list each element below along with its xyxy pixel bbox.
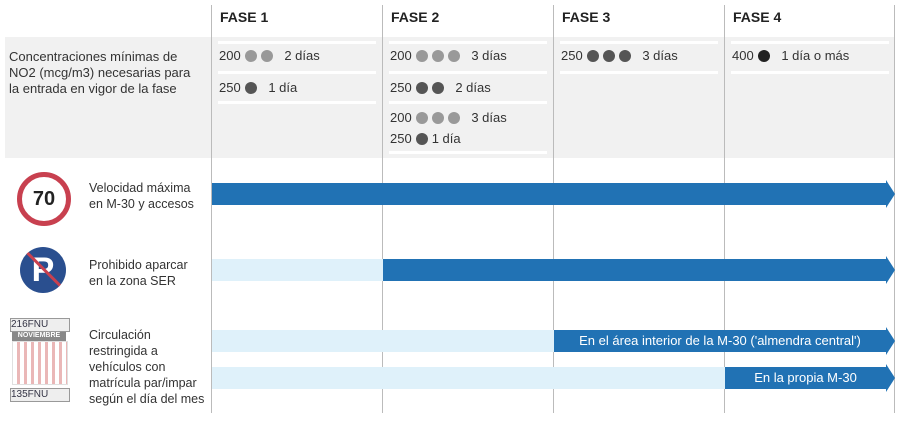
threshold-f1a: 200 2 días [219, 48, 320, 63]
parking-label: Prohibido aparcar en la zona SER [89, 258, 188, 288]
phase-2-header: FASE 2 [391, 9, 440, 25]
traffic-bar-m30: En la propia M-30 [725, 364, 895, 392]
no-parking-icon: P [20, 247, 66, 293]
divider [382, 5, 383, 413]
threshold-f2a: 200 3 días [390, 48, 507, 63]
threshold-f2c: 200 3 días [390, 110, 507, 125]
divider [894, 5, 895, 413]
divider [211, 5, 212, 413]
threshold-f4a: 400 1 día o más [732, 48, 850, 63]
parking-bar [383, 256, 895, 284]
traffic-label: Circulación restringida a vehículos con … [89, 328, 205, 406]
traffic-bar-central: En el área interior de la M-30 ('almendr… [554, 327, 895, 355]
divider [724, 5, 725, 413]
concentration-label: Concentraciones mínimas de NO2 (mcg/m3) … [9, 49, 191, 96]
threshold-f2d: 250 1 día [390, 131, 461, 146]
calendar-plates-icon: 216FNU NOVIEMBRE 135FNU [8, 318, 70, 408]
traffic-bar2-inactive [212, 367, 725, 389]
divider [553, 5, 554, 413]
phase-3-header: FASE 3 [562, 9, 611, 25]
speed-label: Velocidad máxima en M-30 y accesos [89, 181, 194, 211]
speed-bar [212, 180, 895, 208]
phase-4-header: FASE 4 [733, 9, 782, 25]
phase-1-header: FASE 1 [220, 9, 269, 25]
speed-limit-sign-icon: 70 [17, 172, 71, 226]
threshold-f2b: 250 2 días [390, 80, 491, 95]
threshold-f3a: 250 3 días [561, 48, 678, 63]
parking-bar-inactive [212, 259, 383, 281]
traffic-bar1-inactive [212, 330, 554, 352]
threshold-f1b: 250 1 día [219, 80, 298, 95]
